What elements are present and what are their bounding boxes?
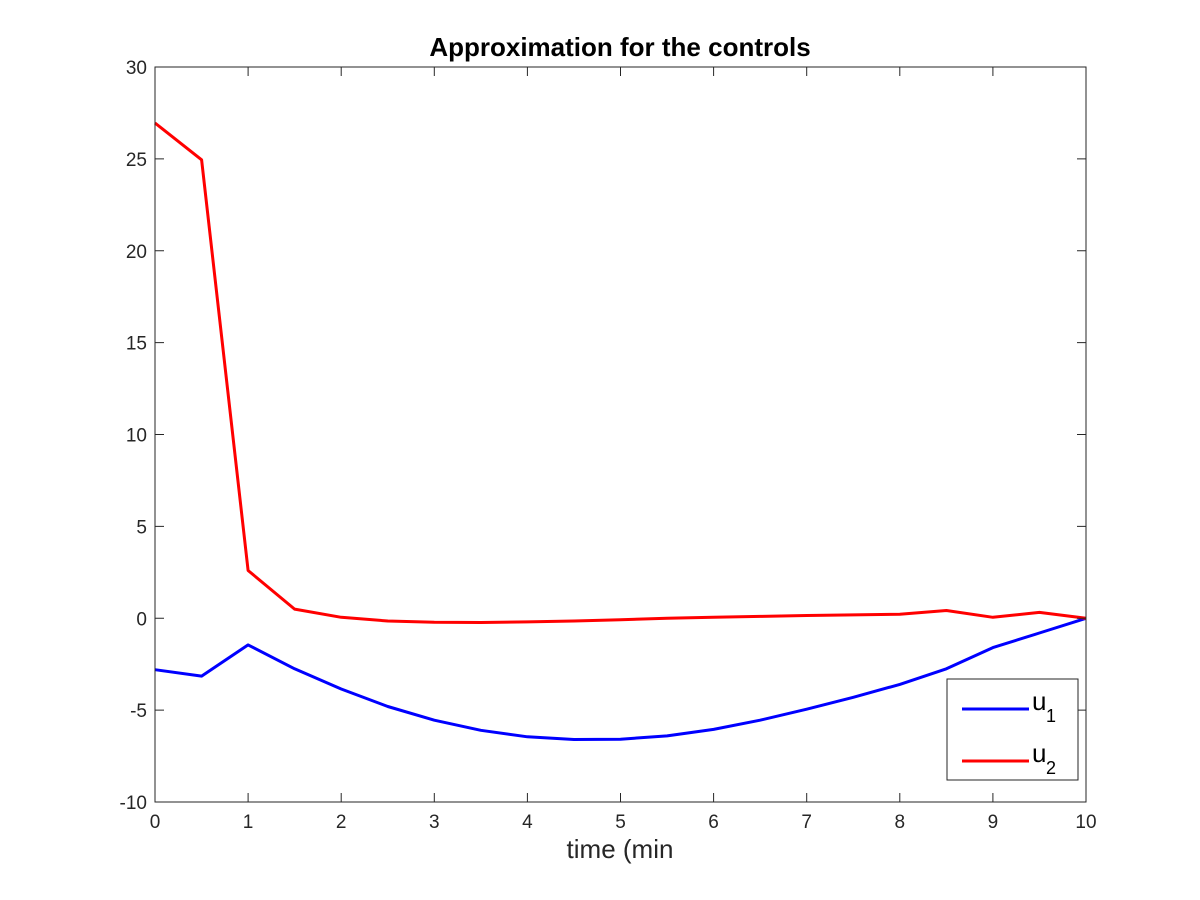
x-tick-label: 8: [895, 812, 906, 833]
y-tick-label: 25: [126, 150, 147, 171]
x-tick-label: 0: [150, 812, 161, 833]
legend: u 1u 2: [946, 678, 1079, 781]
x-tick-label: 3: [429, 812, 440, 833]
y-tick-label: 5: [136, 517, 147, 538]
legend-box: [946, 678, 1079, 781]
x-axis-label: time (min: [567, 834, 674, 864]
legend-label-subscript: 2: [1046, 758, 1056, 778]
x-axis-ticks: 0 1 2 3 4 5 6 7 8 9 10: [150, 67, 1097, 833]
x-tick-label: 2: [336, 812, 347, 833]
x-tick-label: 7: [801, 812, 812, 833]
y-tick-label: -5: [130, 701, 147, 722]
x-tick-label: 4: [522, 812, 533, 833]
y-axis-ticks: -10 -5 0 5 10 15 20 25 30: [120, 58, 1086, 814]
y-tick-label: 30: [126, 58, 147, 79]
y-tick-label: -10: [120, 793, 147, 814]
x-tick-label: 5: [615, 812, 626, 833]
x-tick-label: 6: [708, 812, 719, 833]
x-tick-label: 9: [988, 812, 999, 833]
y-tick-label: 10: [126, 426, 147, 447]
legend-label: u: [1032, 686, 1046, 716]
y-tick-label: 20: [126, 242, 147, 263]
legend-label: u: [1032, 738, 1046, 768]
x-tick-label: 10: [1075, 812, 1096, 833]
y-tick-label: 15: [126, 334, 147, 355]
plot-area-frame: [154, 66, 1087, 803]
series-line-u1: [154, 616, 1087, 741]
x-tick-label: 1: [243, 812, 254, 833]
chart-title: Approximation for the controls: [429, 32, 810, 62]
legend-label-subscript: 1: [1046, 706, 1056, 726]
plot-lines: [154, 121, 1087, 741]
y-tick-label: 0: [136, 609, 147, 630]
series-line-u2: [154, 121, 1087, 624]
